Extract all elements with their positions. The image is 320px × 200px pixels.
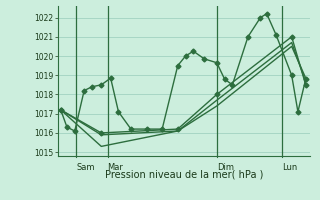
Text: Dim: Dim <box>217 163 234 172</box>
Text: Mar: Mar <box>108 163 124 172</box>
X-axis label: Pression niveau de la mer( hPa ): Pression niveau de la mer( hPa ) <box>105 170 263 180</box>
Text: Sam: Sam <box>76 163 95 172</box>
Text: Lun: Lun <box>282 163 298 172</box>
